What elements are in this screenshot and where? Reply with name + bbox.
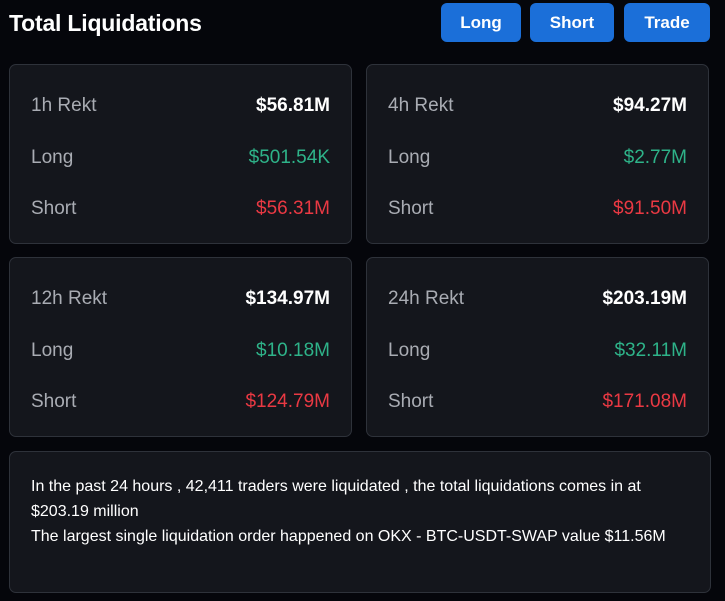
period-label: 24h Rekt — [388, 288, 465, 309]
short-value: $56.31M — [256, 198, 330, 219]
period-label: 4h Rekt — [388, 95, 454, 116]
total-row: 4h Rekt $94.27M — [388, 93, 687, 119]
long-row: Long $2.77M — [388, 145, 687, 171]
period-label: 1h Rekt — [31, 95, 97, 116]
long-label: Long — [388, 340, 431, 361]
card-1h-rekt: 1h Rekt $56.81M Long $501.54K Short $56.… — [9, 64, 352, 244]
card-12h-rekt: 12h Rekt $134.97M Long $10.18M Short $12… — [9, 257, 352, 437]
total-value: $203.19M — [602, 288, 687, 309]
short-row: Short $56.31M — [31, 196, 330, 222]
liquidation-summary: In the past 24 hours , 42,411 traders we… — [9, 451, 711, 593]
header: Total Liquidations Long Short Trade — [9, 0, 716, 50]
summary-line-total: In the past 24 hours , 42,411 traders we… — [31, 478, 641, 520]
summary-line-largest-order: The largest single liquidation order hap… — [31, 528, 666, 545]
card-24h-rekt: 24h Rekt $203.19M Long $32.11M Short $17… — [366, 257, 709, 437]
page-title: Total Liquidations — [9, 10, 202, 36]
short-label: Short — [388, 198, 434, 219]
long-value: $10.18M — [256, 340, 330, 361]
long-row: Long $10.18M — [31, 338, 330, 364]
total-value: $56.81M — [256, 95, 330, 116]
card-4h-rekt: 4h Rekt $94.27M Long $2.77M Short $91.50… — [366, 64, 709, 244]
short-value: $171.08M — [602, 391, 687, 412]
long-label: Long — [388, 147, 431, 168]
trade-button[interactable]: Trade — [624, 3, 710, 42]
total-value: $134.97M — [245, 288, 330, 309]
total-row: 1h Rekt $56.81M — [31, 93, 330, 119]
short-button[interactable]: Short — [530, 3, 614, 42]
long-row: Long $501.54K — [31, 145, 330, 171]
long-value: $501.54K — [248, 147, 330, 168]
short-label: Short — [31, 198, 77, 219]
short-value: $124.79M — [245, 391, 330, 412]
short-label: Short — [31, 391, 77, 412]
total-value: $94.27M — [613, 95, 687, 116]
period-label: 12h Rekt — [31, 288, 108, 309]
short-value: $91.50M — [613, 198, 687, 219]
long-value: $32.11M — [614, 340, 687, 361]
long-label: Long — [31, 147, 74, 168]
short-label: Short — [388, 391, 434, 412]
long-label: Long — [31, 340, 74, 361]
short-row: Short $171.08M — [388, 389, 687, 415]
short-row: Short $91.50M — [388, 196, 687, 222]
long-value: $2.77M — [623, 147, 687, 168]
short-row: Short $124.79M — [31, 389, 330, 415]
long-row: Long $32.11M — [388, 338, 687, 364]
total-row: 24h Rekt $203.19M — [388, 286, 687, 312]
total-row: 12h Rekt $134.97M — [31, 286, 330, 312]
long-button[interactable]: Long — [441, 3, 521, 42]
